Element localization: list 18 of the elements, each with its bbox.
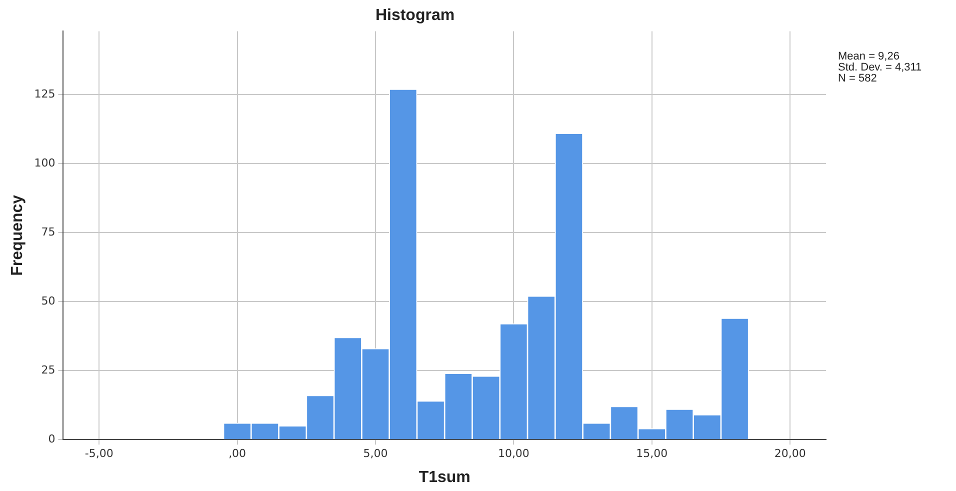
text: N = 582 [838,72,877,85]
y-tick-label: 50 [41,294,56,308]
x-tick-label: -5,00 [84,447,114,460]
x-axis-title: T1sum [418,468,470,486]
x-tick-label: 10,00 [498,447,530,460]
y-tick-label: 125 [34,88,56,101]
y-tick-label: 100 [34,156,56,170]
y-tick-label: 75 [41,226,56,238]
text: Mean = 9,26 [838,50,900,63]
x-tick-label: 15,00 [636,447,668,460]
x-tick-label: ,00 [228,447,246,460]
y-tick-label: 0 [48,432,56,446]
chart-title: Histogram [375,7,455,24]
text: Std. Dev. = 4,311 [838,62,922,74]
y-axis-title: Frequency [9,194,26,276]
x-tick-label: 5,00 [363,447,388,460]
y-tick-label: 25 [41,363,56,376]
x-tick-label: 20,00 [774,447,806,460]
